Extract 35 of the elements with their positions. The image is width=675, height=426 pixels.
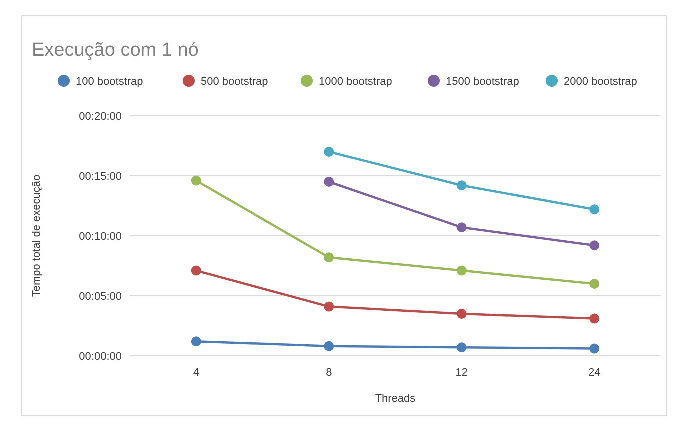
point [191,336,202,347]
point [456,222,467,233]
legend-label: 1500 bootstrap [446,76,520,88]
point [590,204,600,215]
y-tick-label: 00:10:00 [79,231,122,243]
y-tick-label: 00:00:00 [79,351,122,363]
point [456,266,467,276]
point [324,177,334,187]
point [324,147,334,157]
point [590,240,600,251]
legend-label: 1000 bootstrap [319,76,392,88]
legend-label: 500 bootstrap [201,76,268,88]
x-tick-label: 4 [193,367,200,379]
y-tick-label: 00:05:00 [79,291,122,303]
point [590,279,600,289]
point [191,266,202,276]
point [456,309,467,319]
legend-label: 100 bootstrap [76,76,144,88]
y-tick-label: 00:15:00 [79,171,122,183]
point [590,314,600,324]
x-tick-label: 12 [456,367,468,379]
x-axis-title: Threads [375,393,416,405]
point [324,341,334,352]
x-tick-label: 8 [326,367,332,379]
x-tick-label: 24 [588,367,601,379]
point [456,180,467,191]
point [590,344,600,354]
point [191,176,202,186]
legend-label: 2000 bootstrap [564,76,638,88]
chart-title: Execução com 1 nó [32,40,199,61]
point [324,252,334,263]
point [324,302,334,312]
y-tick-label: 00:20:00 [79,111,122,123]
y-axis-title: Tempo total de execução [31,174,43,298]
point [456,342,467,353]
